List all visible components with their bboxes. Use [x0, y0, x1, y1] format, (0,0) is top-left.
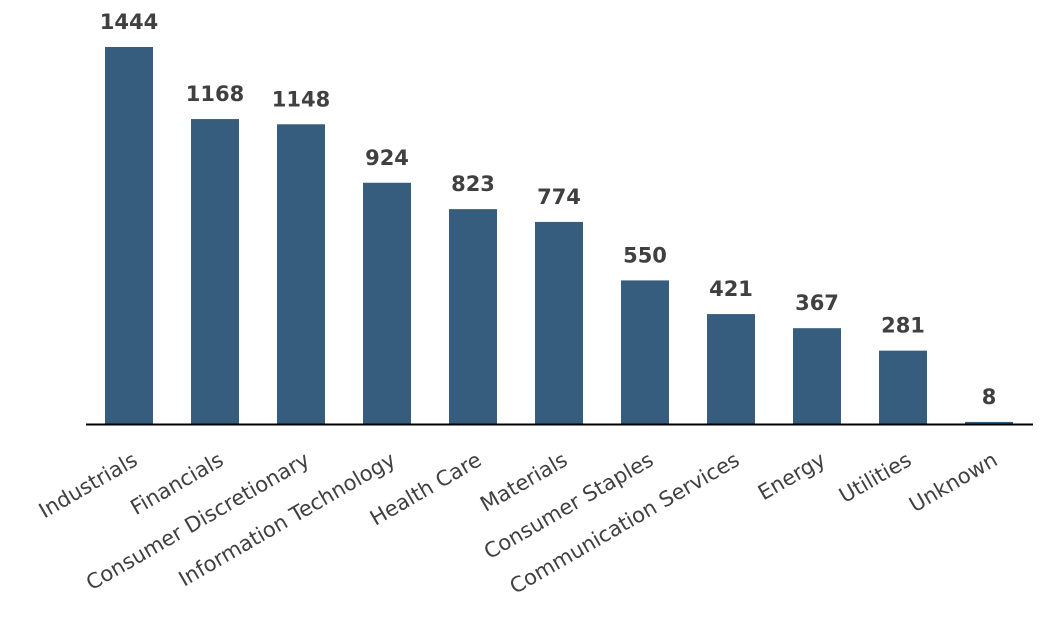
category-label-0: Industrials	[35, 448, 142, 524]
value-label-7: 421	[709, 277, 753, 301]
value-label-9: 281	[881, 314, 925, 338]
bar-0	[105, 47, 153, 424]
value-label-3: 924	[365, 146, 409, 170]
value-label-10: 8	[982, 385, 997, 409]
value-label-1: 1168	[186, 82, 244, 106]
category-label-8: Energy	[754, 448, 830, 506]
value-labels-group: 1444 1168 1148 924 823 774 550 421 367 281 8	[100, 10, 997, 409]
bar-9	[879, 350, 927, 424]
value-label-5: 774	[537, 185, 581, 209]
category-label-9: Utilities	[835, 448, 915, 508]
bar-8	[793, 328, 841, 424]
value-label-6: 550	[623, 243, 667, 267]
bar-1	[191, 119, 239, 425]
bar-2	[277, 124, 325, 424]
value-label-8: 367	[795, 291, 839, 315]
bar-5	[535, 221, 583, 424]
value-label-0: 1444	[100, 10, 158, 34]
bar-7	[707, 314, 755, 424]
value-label-2: 1148	[272, 87, 330, 111]
value-label-4: 823	[451, 172, 495, 196]
bar-6	[621, 280, 669, 424]
bar-10	[965, 421, 1013, 424]
bar-3	[363, 182, 411, 424]
bar-4	[449, 209, 497, 424]
bars-group	[105, 47, 1013, 425]
category-label-10: Unknown	[905, 448, 1001, 518]
